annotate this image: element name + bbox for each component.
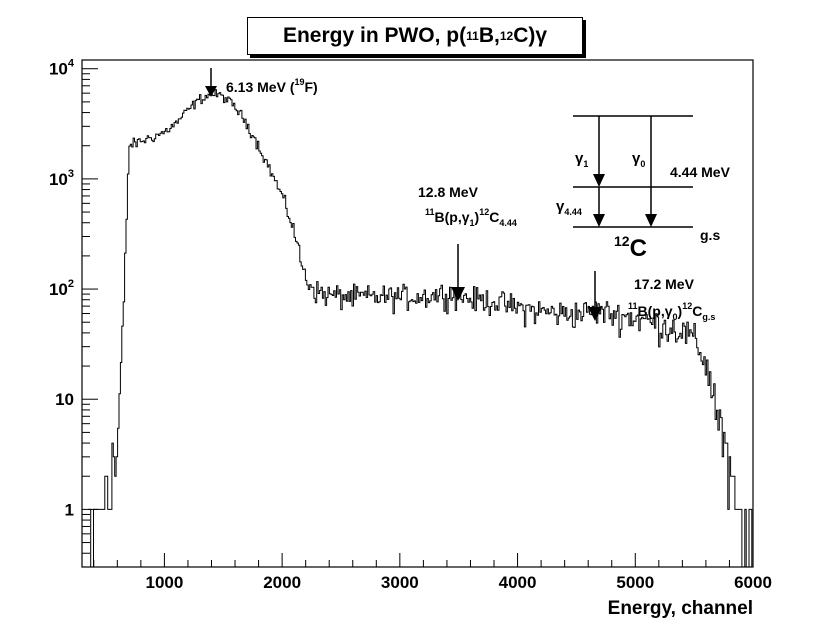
arrow-19F-head	[205, 86, 217, 97]
label-19F: 6.13 MeV (19F)	[226, 77, 318, 95]
arrow-12-8-head	[451, 287, 465, 301]
y-tick-base: 10	[49, 60, 68, 79]
y-tick-label: 104	[49, 58, 75, 79]
chart-title: Energy in PWO, p(11 B, 12 C) γ	[247, 17, 583, 55]
label-level-gs: g.s	[700, 227, 720, 243]
title-sup-12: 12	[499, 29, 514, 43]
x-tick-label: 5000	[616, 573, 654, 592]
y-tick-exponent: 4	[68, 58, 75, 70]
spectrum-line	[87, 89, 754, 568]
y-tick-exponent: 3	[68, 168, 74, 180]
y-tick-label: 10	[55, 390, 74, 409]
label-gamma0: γ0	[632, 150, 645, 169]
label-level-4-44: 4.44 MeV	[670, 164, 731, 180]
annotation-17-2: 17.2 MeV 11B(p,γ0)12Cg.s	[588, 271, 715, 322]
label-12-8-reaction: 11B(p,γ1)12C4.44	[425, 207, 517, 228]
label-12-8-energy: 12.8 MeV	[418, 184, 479, 200]
label-nucleus: 12C	[614, 233, 647, 262]
arrow-gamma0	[645, 214, 657, 227]
arrow-gamma444	[593, 214, 605, 227]
arrow-gamma1	[593, 174, 605, 187]
y-tick-label: 103	[49, 168, 74, 189]
title-suffix: γ	[535, 24, 548, 47]
x-tick-label: 2000	[263, 573, 301, 592]
level-scheme: γ1 γ0 γ4.44 4.44 MeV g.s 12C	[556, 115, 731, 262]
label-gamma1: γ1	[575, 150, 588, 169]
x-tick-label: 4000	[499, 573, 537, 592]
y-tick-label: 102	[49, 278, 74, 299]
arrow-17-2-head	[588, 307, 602, 321]
title-prefix: Energy in PWO, p(	[282, 24, 467, 47]
x-tick-label: 1000	[145, 573, 183, 592]
annotation-12-8: 12.8 MeV 11B(p,γ1)12C4.44	[418, 184, 517, 301]
y-tick-base: 10	[49, 280, 68, 299]
x-axis-ticks: 1000 2000 3000 4000 5000 6000	[93, 553, 772, 592]
x-axis-label: Energy, channel	[608, 598, 753, 619]
y-tick-label: 1	[65, 500, 74, 519]
x-tick-label: 3000	[381, 573, 419, 592]
title-mid-1: B,	[478, 24, 500, 47]
y-tick-exponent: 2	[68, 278, 74, 290]
title-sup-11: 11	[466, 29, 479, 43]
x-tick-label: 6000	[734, 573, 772, 592]
label-17-2-reaction: 11B(p,γ0)12Cg.s	[628, 301, 715, 322]
label-gamma444: γ4.44	[556, 198, 582, 217]
y-tick-base: 10	[49, 170, 68, 189]
annotation-19F: 6.13 MeV (19F)	[205, 68, 318, 97]
title-mid-2: C)	[513, 24, 536, 47]
label-17-2-energy: 17.2 MeV	[634, 276, 695, 292]
